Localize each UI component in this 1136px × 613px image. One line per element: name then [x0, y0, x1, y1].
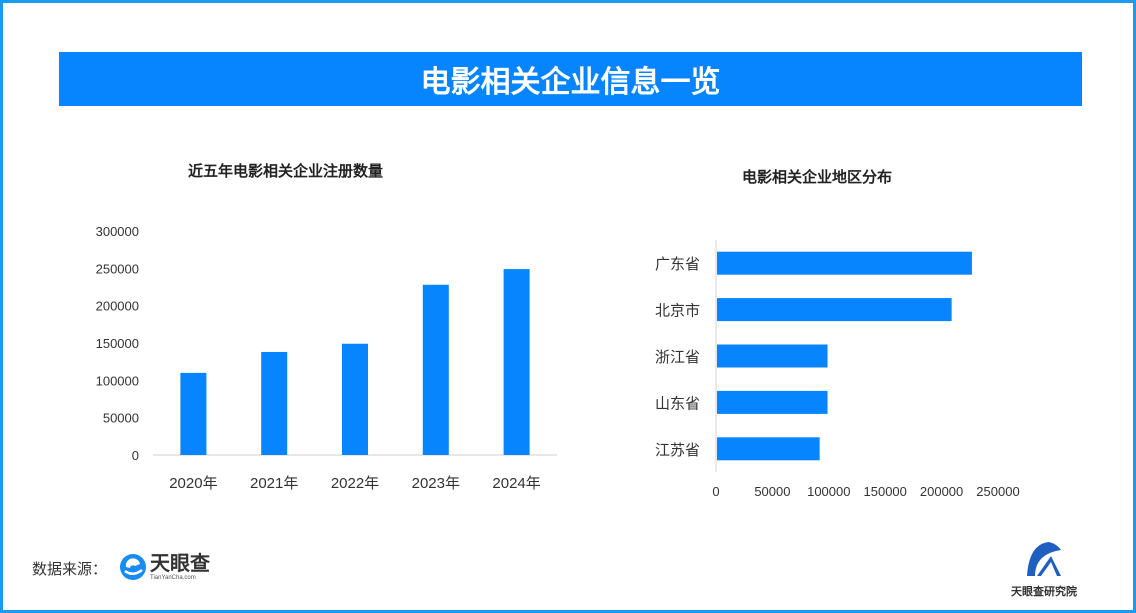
x-tick-label: 150000 — [864, 484, 907, 499]
institute-logo: 天眼查研究院 — [1004, 540, 1084, 599]
bar-2023年 — [422, 284, 449, 455]
tianyancha-logo: 天眼查 TianYanCha.com — [118, 552, 210, 582]
y-tick-label: 山东省 — [655, 395, 700, 412]
y-tick-label: 300000 — [96, 224, 139, 239]
x-tick-label: 2020年 — [169, 475, 217, 492]
bar-北京市 — [717, 298, 952, 322]
bar-2021年 — [261, 351, 288, 455]
bar-浙江省 — [717, 344, 828, 368]
x-tick-label: 2021年 — [250, 475, 298, 492]
y-tick-label: 0 — [132, 448, 139, 463]
x-tick-label: 2024年 — [492, 475, 540, 492]
banner-title: 电影相关企业信息一览 — [59, 52, 1082, 106]
y-tick-label: 250000 — [96, 261, 139, 276]
bar-广东省 — [717, 251, 972, 275]
y-tick-label: 江苏省 — [655, 442, 700, 459]
institute-logo-text: 天眼查研究院 — [1011, 586, 1077, 598]
bar-江苏省 — [717, 437, 820, 461]
x-tick-label: 0 — [712, 484, 719, 499]
x-tick-label: 100000 — [807, 484, 850, 499]
bar-2024年 — [503, 269, 530, 455]
institute-logo-icon — [1027, 542, 1061, 576]
y-tick-label: 100000 — [96, 373, 139, 388]
bar-山东省 — [717, 390, 828, 414]
left-chart-title: 近五年电影相关企业注册数量 — [188, 163, 384, 180]
x-tick-label: 50000 — [754, 484, 790, 499]
x-tick-label: 200000 — [920, 484, 963, 499]
right-chart-title: 电影相关企业地区分布 — [742, 169, 893, 186]
bar-2020年 — [180, 372, 207, 455]
x-tick-label: 2023年 — [412, 475, 460, 492]
y-tick-label: 50000 — [103, 411, 139, 426]
y-tick-label: 广东省 — [655, 256, 700, 273]
y-tick-label: 150000 — [96, 336, 139, 351]
source-logo-text: 天眼查 — [150, 552, 210, 575]
y-tick-label: 北京市 — [655, 303, 700, 320]
source-logo-sub: TianYanCha.com — [150, 574, 196, 581]
x-tick-label: 250000 — [976, 484, 1019, 499]
y-tick-label: 200000 — [96, 299, 139, 314]
data-source-label: 数据来源： — [32, 561, 108, 578]
tianyancha-logo-icon — [120, 554, 146, 580]
y-tick-label: 浙江省 — [655, 349, 700, 366]
bar-2022年 — [342, 343, 368, 455]
x-tick-label: 2022年 — [331, 475, 379, 492]
